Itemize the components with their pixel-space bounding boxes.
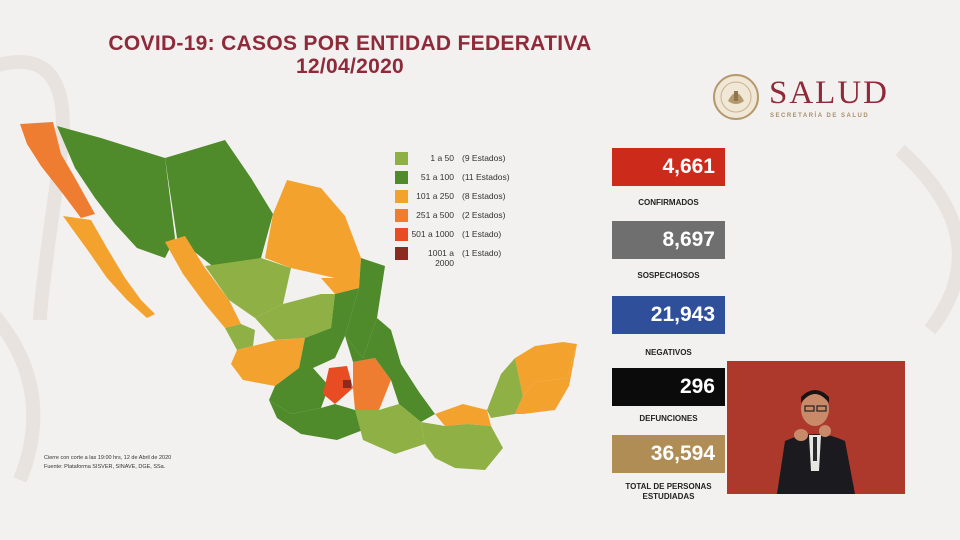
stat-value: 21,943 bbox=[612, 296, 725, 334]
state-quintana-roo bbox=[515, 344, 577, 414]
state-sinaloa bbox=[165, 236, 241, 328]
legend-range: 1001 a 2000 bbox=[428, 248, 454, 268]
stat-value: 36,594 bbox=[612, 435, 725, 473]
interpreter-video bbox=[727, 361, 905, 494]
legend-range: 51 a 100 bbox=[420, 172, 454, 182]
state-tabasco bbox=[435, 404, 491, 426]
stat-label: TOTAL DE PERSONAS ESTUDIADAS bbox=[625, 482, 712, 501]
legend-swatch bbox=[395, 190, 408, 203]
state-sonora bbox=[57, 126, 175, 258]
state-tamaulipas bbox=[345, 258, 385, 358]
state-chiapas bbox=[421, 422, 503, 470]
legend-swatch bbox=[395, 247, 408, 260]
legend-count: (11 Estados) bbox=[462, 172, 510, 182]
source-cutoff: Cierre con corte a las 19:00 hrs, 12 de … bbox=[44, 455, 172, 461]
legend-item: 51 a 100 (11 Estados) bbox=[395, 169, 555, 188]
stat-label: DEFUNCIONES bbox=[639, 414, 698, 423]
state-baja-california-sur bbox=[63, 216, 155, 318]
state-nayarit bbox=[225, 324, 255, 350]
map-legend: 1 a 50 (9 Estados) 51 a 100 (11 Estados)… bbox=[395, 150, 555, 268]
legend-item: 1001 a 2000 (1 Estado) bbox=[395, 245, 555, 268]
legend-item: 251 a 500 (2 Estados) bbox=[395, 207, 555, 226]
legend-item: 101 a 250 (8 Estados) bbox=[395, 188, 555, 207]
state-jalisco bbox=[231, 338, 305, 386]
page-date: 12/04/2020 bbox=[295, 55, 405, 78]
logo-subtitle: SECRETARÍA DE SALUD bbox=[770, 113, 870, 119]
legend-count: (1 Estado) bbox=[462, 229, 502, 239]
stat-value: 8,697 bbox=[612, 221, 725, 259]
state-oaxaca bbox=[355, 404, 425, 454]
state-zacatecas bbox=[255, 294, 335, 340]
page-title: COVID-19: CASOS POR ENTIDAD FEDERATIVA bbox=[108, 32, 592, 55]
stat-value: 296 bbox=[612, 368, 725, 406]
legend-range: 251 a 500 bbox=[416, 210, 454, 220]
salud-logo: SALUD SECRETARÍA DE SALUD bbox=[712, 73, 912, 125]
national-seal-icon bbox=[713, 74, 759, 120]
state-michoacan bbox=[269, 368, 329, 414]
legend-range: 1 a 50 bbox=[430, 153, 454, 163]
logo-word: SALUD bbox=[769, 75, 890, 111]
state-mexico bbox=[323, 366, 353, 404]
legend-count: (2 Estados) bbox=[462, 210, 506, 220]
legend-range: 101 a 250 bbox=[416, 191, 454, 201]
legend-item: 1 a 50 (9 Estados) bbox=[395, 150, 555, 169]
legend-swatch bbox=[395, 209, 408, 222]
state-guanajuato bbox=[299, 328, 335, 368]
legend-item: 501 a 1000 (1 Estado) bbox=[395, 226, 555, 245]
stat-label: CONFIRMADOS bbox=[638, 198, 699, 207]
stat-label: NEGATIVOS bbox=[645, 348, 692, 357]
legend-swatch bbox=[395, 171, 408, 184]
state-chihuahua bbox=[165, 140, 273, 268]
legend-count: (9 Estados) bbox=[462, 153, 506, 163]
state-baja-california bbox=[20, 122, 95, 218]
state-guerrero bbox=[269, 400, 363, 440]
legend-swatch bbox=[395, 228, 408, 241]
state-campeche bbox=[487, 358, 523, 418]
state-cdmx bbox=[343, 380, 351, 388]
state-puebla bbox=[353, 358, 391, 410]
state-veracruz bbox=[345, 318, 435, 422]
legend-count: (8 Estados) bbox=[462, 191, 506, 201]
legend-range: 501 a 1000 bbox=[411, 229, 454, 239]
source-platform: Fuente: Plataforma SISVER, SINAVE, DGE, … bbox=[44, 464, 166, 470]
state-nuevo-leon bbox=[321, 230, 361, 294]
state-durango bbox=[205, 258, 291, 318]
state-yucatan bbox=[515, 342, 577, 396]
sign-language-interpreter-icon bbox=[727, 361, 905, 494]
stat-value: 4,661 bbox=[612, 148, 725, 186]
legend-count: (1 Estado) bbox=[462, 248, 502, 258]
stat-label: SOSPECHOSOS bbox=[637, 271, 700, 280]
mexico-states-map bbox=[20, 122, 577, 470]
legend-swatch bbox=[395, 152, 408, 165]
